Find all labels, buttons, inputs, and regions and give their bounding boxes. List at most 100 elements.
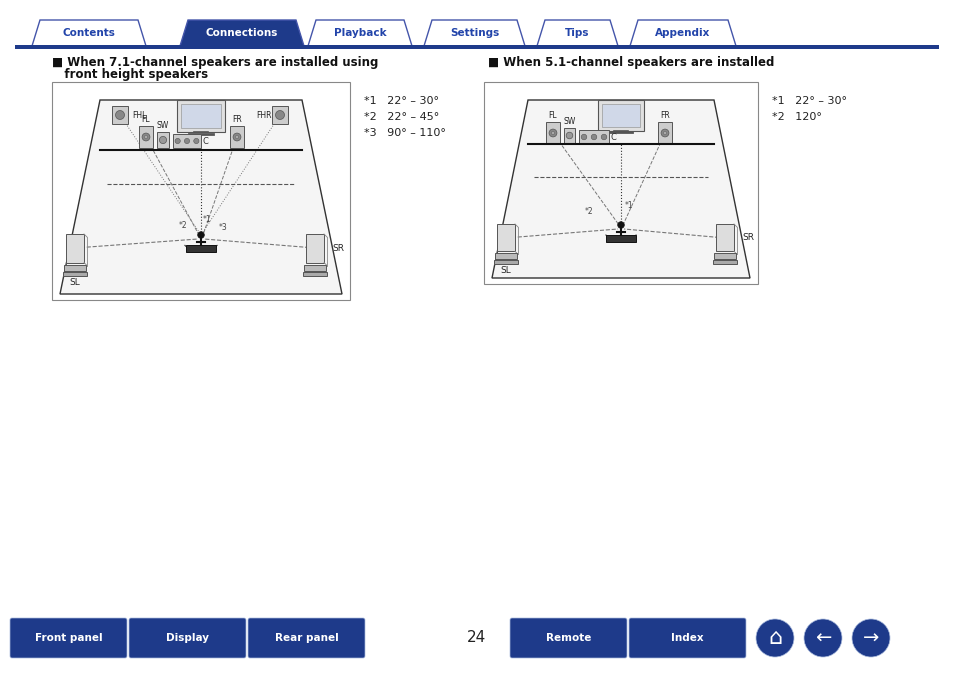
Text: ■ When 5.1-channel speakers are installed: ■ When 5.1-channel speakers are installe… bbox=[488, 56, 774, 69]
Text: →: → bbox=[862, 629, 879, 647]
Text: ⌂: ⌂ bbox=[767, 628, 781, 648]
Polygon shape bbox=[60, 100, 341, 294]
Text: *2   22° – 45°: *2 22° – 45° bbox=[364, 112, 438, 122]
Text: SW: SW bbox=[563, 117, 575, 126]
Text: ■ When 7.1-channel speakers are installed using: ■ When 7.1-channel speakers are installe… bbox=[52, 56, 378, 69]
Bar bbox=[15, 45, 938, 48]
FancyBboxPatch shape bbox=[129, 618, 246, 658]
Circle shape bbox=[600, 134, 606, 140]
Bar bbox=[186, 245, 215, 252]
Text: FR: FR bbox=[232, 115, 242, 124]
Bar bbox=[304, 264, 326, 271]
Text: *3   90° – 110°: *3 90° – 110° bbox=[364, 128, 445, 138]
Text: SR: SR bbox=[332, 244, 344, 253]
Bar bbox=[272, 106, 288, 124]
Polygon shape bbox=[492, 100, 749, 278]
Circle shape bbox=[197, 232, 204, 238]
Circle shape bbox=[591, 134, 597, 140]
Bar bbox=[52, 82, 350, 300]
Polygon shape bbox=[423, 20, 524, 46]
Circle shape bbox=[660, 129, 668, 137]
Polygon shape bbox=[180, 20, 304, 46]
Circle shape bbox=[235, 135, 238, 139]
Circle shape bbox=[851, 619, 889, 657]
Text: *2   120°: *2 120° bbox=[771, 112, 821, 122]
Bar bbox=[713, 253, 735, 259]
Text: *2: *2 bbox=[584, 207, 593, 216]
Text: Appendix: Appendix bbox=[655, 28, 710, 38]
FancyBboxPatch shape bbox=[248, 618, 365, 658]
Text: Tips: Tips bbox=[565, 28, 589, 38]
Bar bbox=[605, 235, 636, 242]
Text: 24: 24 bbox=[467, 631, 486, 645]
Circle shape bbox=[115, 110, 124, 120]
Text: *3: *3 bbox=[219, 223, 228, 232]
Bar bbox=[181, 104, 220, 129]
Polygon shape bbox=[32, 20, 146, 46]
Text: *1   22° – 30°: *1 22° – 30° bbox=[771, 96, 846, 106]
Circle shape bbox=[159, 137, 167, 143]
Text: SL: SL bbox=[70, 278, 80, 287]
Text: Front panel: Front panel bbox=[34, 633, 102, 643]
Bar bbox=[303, 271, 327, 276]
Bar bbox=[598, 100, 643, 131]
Bar bbox=[63, 271, 87, 276]
Bar bbox=[483, 82, 758, 284]
Circle shape bbox=[142, 133, 150, 141]
Text: C: C bbox=[203, 137, 209, 145]
Circle shape bbox=[275, 110, 284, 120]
Circle shape bbox=[580, 134, 586, 140]
Bar bbox=[139, 126, 152, 148]
Bar bbox=[230, 126, 244, 148]
Polygon shape bbox=[629, 20, 735, 46]
Polygon shape bbox=[537, 20, 618, 46]
Bar bbox=[601, 104, 639, 127]
Circle shape bbox=[193, 139, 199, 143]
Text: Rear panel: Rear panel bbox=[274, 633, 338, 643]
FancyBboxPatch shape bbox=[510, 618, 626, 658]
Text: Playback: Playback bbox=[334, 28, 386, 38]
Bar bbox=[494, 260, 517, 264]
Bar bbox=[172, 134, 201, 148]
Bar bbox=[716, 224, 733, 251]
Text: Index: Index bbox=[671, 633, 703, 643]
Text: ←: ← bbox=[814, 629, 830, 647]
Circle shape bbox=[551, 131, 554, 135]
Text: SR: SR bbox=[741, 233, 753, 242]
Text: SW: SW bbox=[156, 121, 169, 130]
Text: Display: Display bbox=[166, 633, 209, 643]
Text: Remote: Remote bbox=[545, 633, 591, 643]
Circle shape bbox=[174, 139, 180, 143]
Text: FR: FR bbox=[659, 111, 669, 120]
Polygon shape bbox=[308, 20, 412, 46]
Bar bbox=[112, 106, 128, 124]
Circle shape bbox=[803, 619, 841, 657]
Circle shape bbox=[566, 132, 572, 139]
Text: C: C bbox=[610, 133, 617, 141]
Text: *1: *1 bbox=[203, 215, 212, 224]
Bar bbox=[64, 264, 86, 271]
FancyBboxPatch shape bbox=[10, 618, 127, 658]
Text: *2: *2 bbox=[179, 221, 188, 230]
Text: FL: FL bbox=[142, 115, 151, 124]
Text: front height speakers: front height speakers bbox=[52, 68, 208, 81]
Text: *1: *1 bbox=[624, 201, 633, 210]
Bar bbox=[545, 122, 559, 144]
Bar bbox=[658, 122, 671, 144]
Text: SL: SL bbox=[500, 267, 511, 275]
Bar bbox=[712, 260, 737, 264]
Bar bbox=[177, 100, 225, 133]
Circle shape bbox=[755, 619, 793, 657]
Circle shape bbox=[233, 133, 241, 141]
Text: FL: FL bbox=[548, 111, 557, 120]
Text: Contents: Contents bbox=[63, 28, 115, 38]
Circle shape bbox=[662, 131, 666, 135]
Bar bbox=[563, 128, 575, 143]
FancyBboxPatch shape bbox=[628, 618, 745, 658]
Circle shape bbox=[617, 221, 623, 228]
Circle shape bbox=[144, 135, 148, 139]
Bar bbox=[306, 234, 324, 262]
Bar bbox=[497, 224, 515, 251]
Circle shape bbox=[549, 129, 557, 137]
Text: Settings: Settings bbox=[450, 28, 498, 38]
